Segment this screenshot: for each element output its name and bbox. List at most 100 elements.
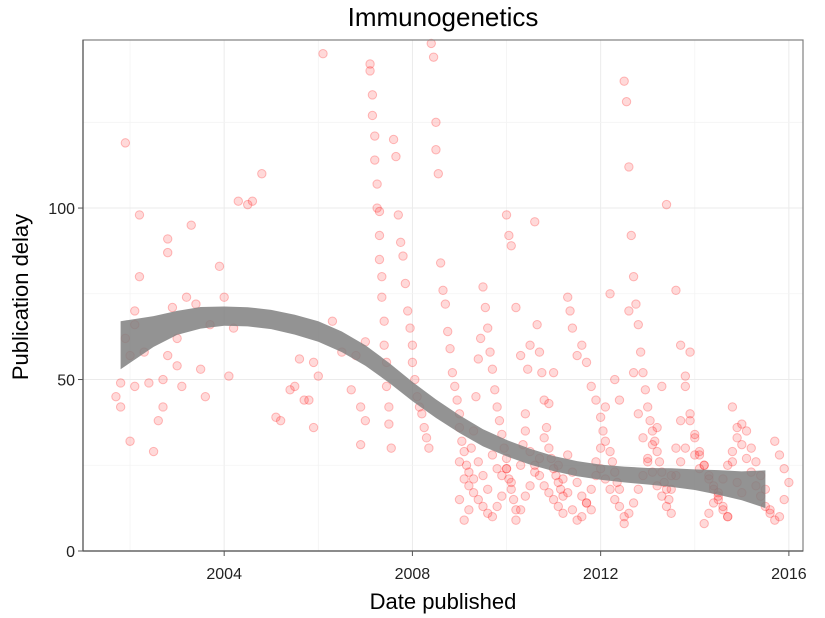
scatter-point xyxy=(563,292,573,302)
smooth-band xyxy=(120,306,766,509)
scatter-point xyxy=(567,505,578,515)
scatter-point xyxy=(511,302,521,313)
scatter-point xyxy=(431,145,441,155)
scatter-point xyxy=(694,446,705,457)
y-tick-label: 50 xyxy=(57,373,75,390)
scatter-point xyxy=(558,491,568,501)
scatter-point xyxy=(468,474,479,484)
scatter-point xyxy=(233,196,243,206)
scatter-point xyxy=(624,162,634,172)
scatter-point xyxy=(621,97,632,107)
scatter-point xyxy=(214,261,225,272)
scatter-point xyxy=(727,457,738,467)
scatter-point xyxy=(530,467,540,477)
scatter-point xyxy=(290,381,300,392)
scatter-point xyxy=(544,398,554,409)
scatter-point xyxy=(367,110,378,121)
x-axis-label: Date published xyxy=(370,589,517,614)
scatter-point xyxy=(600,402,611,412)
scatter-point xyxy=(370,131,380,141)
scatter-point xyxy=(647,426,658,436)
scatter-point xyxy=(765,508,775,518)
scatter-point xyxy=(483,508,493,518)
scatter-point xyxy=(633,409,643,419)
scatter-point xyxy=(501,463,512,474)
scatter-point xyxy=(746,443,756,453)
scatter-point xyxy=(605,289,615,299)
scatter-point xyxy=(544,487,554,498)
scatter-point xyxy=(723,460,733,470)
scatter-point xyxy=(360,415,371,426)
scatter-point xyxy=(367,90,378,100)
scatter-point xyxy=(464,505,474,515)
scatter-point xyxy=(494,415,505,426)
scatter-point xyxy=(643,453,653,464)
scatter-point xyxy=(459,474,469,484)
scatter-point xyxy=(374,230,385,241)
scatter-point xyxy=(690,450,700,460)
scatter-point xyxy=(247,196,258,206)
scatter-point xyxy=(386,443,396,453)
scatter-point xyxy=(355,439,366,450)
scatter-point xyxy=(699,460,709,470)
scatter-point xyxy=(694,450,705,460)
scatter-point xyxy=(534,347,545,357)
scatter-point xyxy=(548,494,559,505)
scatter-point xyxy=(671,443,681,453)
scatter-point xyxy=(515,350,526,361)
scatter-point xyxy=(313,371,323,381)
scatter-point xyxy=(563,450,573,460)
scatter-point xyxy=(727,446,738,457)
scatter-point xyxy=(304,395,314,405)
scatter-point xyxy=(372,179,382,189)
scatter-point xyxy=(393,210,403,220)
scatter-point xyxy=(478,282,488,292)
scatter-point xyxy=(610,374,620,385)
scatter-point xyxy=(473,354,483,364)
scatter-point xyxy=(638,367,648,378)
scatter-point xyxy=(624,508,634,518)
scatter-point xyxy=(520,491,531,501)
scatter-point xyxy=(515,460,526,470)
scatter-point xyxy=(400,278,411,289)
scatter-point xyxy=(638,433,648,443)
scatter-point xyxy=(457,436,467,446)
scatter-point xyxy=(520,409,531,419)
scatter-point xyxy=(581,498,592,508)
scatter-point xyxy=(654,457,665,467)
scatter-point xyxy=(619,518,629,529)
scatter-point xyxy=(144,378,154,388)
scatter-point xyxy=(163,247,173,258)
scatter-point xyxy=(355,402,366,412)
scatter-point xyxy=(158,374,168,385)
scatter-point xyxy=(130,381,140,392)
scatter-point xyxy=(708,498,719,508)
scatter-point xyxy=(619,512,629,522)
scatter-point xyxy=(624,306,634,316)
scatter-point xyxy=(177,381,187,392)
scatter-point xyxy=(257,169,267,179)
scatter-point xyxy=(541,422,552,433)
scatter-point xyxy=(652,422,662,433)
scatter-point xyxy=(751,457,761,467)
scatter-point xyxy=(163,234,173,244)
scatter-point xyxy=(741,426,752,436)
scatter-point xyxy=(640,385,651,395)
scatter-point xyxy=(461,460,472,470)
scatter-point xyxy=(652,446,662,457)
scatter-point xyxy=(464,481,474,491)
scatter-point xyxy=(610,494,620,505)
scatter-point xyxy=(419,422,429,433)
scatter-point xyxy=(595,412,606,422)
scatter-point xyxy=(327,316,338,326)
scatter-point xyxy=(186,220,196,230)
scatter-point xyxy=(372,203,382,213)
scatter-point xyxy=(464,467,474,477)
scatter-point xyxy=(398,251,408,261)
x-tick-label: 2012 xyxy=(583,566,619,583)
scatter-point xyxy=(501,210,512,220)
scatter-point xyxy=(732,433,742,443)
scatter-point xyxy=(525,340,535,350)
scatter-point xyxy=(438,285,448,296)
scatter-point xyxy=(433,169,443,179)
